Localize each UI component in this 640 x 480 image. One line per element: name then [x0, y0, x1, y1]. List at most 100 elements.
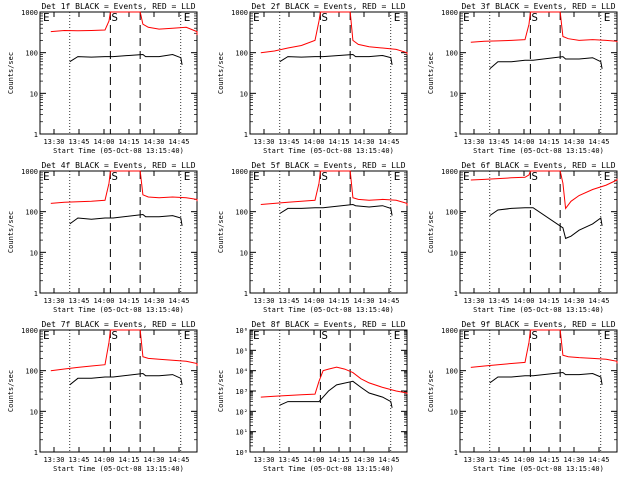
- panel-det-2: Det 2f BLACK = Events, RED = LLD 1 10 100 10…: [217, 2, 408, 155]
- x-tick-label: 13:45: [488, 456, 509, 464]
- y-tick-label: 1000: [441, 327, 458, 335]
- panel-det-5: Det 5f BLACK = Events, RED = LLD 1 10 100 10…: [217, 161, 408, 314]
- event-marker: E: [604, 11, 611, 24]
- event-marker: E: [253, 170, 260, 183]
- y-tick-label: 100: [25, 50, 38, 58]
- x-tick-label: 14:00: [513, 297, 534, 305]
- y-tick-label: 1: [454, 131, 458, 139]
- series-line-lld: [50, 170, 198, 204]
- panel-det-7: Det 7f BLACK = Events, RED = LLD 1 10 100 10…: [7, 320, 198, 473]
- x-tick-label: 14:15: [118, 456, 139, 464]
- y-axis-label: Counts/sec: [427, 52, 435, 94]
- x-tick-label: 14:30: [143, 456, 164, 464]
- x-tick-label: 14:15: [538, 456, 559, 464]
- series-line-events: [69, 53, 183, 65]
- y-tick-label: 1000: [441, 168, 458, 176]
- y-tick-label: 1000: [231, 168, 248, 176]
- event-marker: E: [253, 329, 260, 342]
- x-tick-label: 14:30: [353, 297, 374, 305]
- y-tick-label: 1000: [21, 168, 38, 176]
- x-tick-label: 13:45: [68, 138, 89, 146]
- panel-title: Det 5f BLACK = Events, RED = LLD: [251, 161, 405, 170]
- panel-title: Det 3f BLACK = Events, RED = LLD: [461, 2, 615, 11]
- y-tick-label: 100: [235, 50, 248, 58]
- y-axis-label: Counts/sec: [7, 52, 15, 94]
- series-line-events: [489, 371, 603, 385]
- event-marker: S: [531, 11, 538, 24]
- y-tick-label: 10: [30, 249, 38, 257]
- panel-title: Det 8f BLACK = Events, RED = LLD: [251, 320, 405, 329]
- x-tick-label: 14:30: [563, 456, 584, 464]
- x-tick-label: 13:30: [253, 297, 274, 305]
- y-axis-label: Counts/sec: [427, 211, 435, 253]
- event-marker: S: [111, 170, 118, 183]
- event-marker: E: [184, 11, 191, 24]
- x-tick-label: 14:15: [118, 138, 139, 146]
- x-tick-label: 13:45: [488, 297, 509, 305]
- y-tick-label: 1000: [21, 9, 38, 17]
- y-axis-label: Counts/sec: [7, 211, 15, 253]
- x-tick-label: 13:45: [68, 297, 89, 305]
- y-axis-label: Counts/sec: [7, 370, 15, 412]
- x-axis-label: Start Time (05-Oct-08 13:15:40): [263, 465, 394, 473]
- x-tick-label: 14:00: [513, 138, 534, 146]
- x-tick-label: 13:30: [43, 456, 64, 464]
- plot-frame: [459, 329, 618, 453]
- event-marker: E: [394, 170, 401, 183]
- event-marker: E: [253, 11, 260, 24]
- y-tick-label: 1: [34, 290, 38, 298]
- y-tick-label: 1: [244, 290, 248, 298]
- y-axis-label: Counts/sec: [217, 370, 225, 412]
- y-axis-label: Counts/sec: [217, 52, 225, 94]
- y-tick-label: 100: [235, 209, 248, 217]
- y-tick-label: 10: [30, 408, 38, 416]
- event-marker: S: [111, 11, 118, 24]
- series-line-events: [489, 207, 603, 240]
- x-tick-label: 14:45: [168, 138, 189, 146]
- series-line-lld: [260, 366, 408, 398]
- series-line-events: [489, 56, 603, 70]
- x-tick-label: 14:00: [303, 138, 324, 146]
- x-tick-label: 13:45: [488, 138, 509, 146]
- x-tick-label: 14:00: [303, 297, 324, 305]
- x-tick-label: 14:00: [303, 456, 324, 464]
- x-tick-label: 13:30: [463, 297, 484, 305]
- x-tick-label: 14:45: [588, 297, 609, 305]
- panel-det-4: Det 4f BLACK = Events, RED = LLD 1 10 100 10…: [7, 161, 198, 314]
- y-tick-label: 100: [25, 209, 38, 217]
- x-tick-label: 14:45: [378, 297, 399, 305]
- x-tick-label: 13:45: [278, 297, 299, 305]
- y-tick-label: 1: [34, 449, 38, 457]
- event-marker: E: [184, 329, 191, 342]
- y-tick-label: 1: [454, 290, 458, 298]
- event-marker: E: [463, 11, 470, 24]
- x-tick-label: 14:45: [588, 456, 609, 464]
- event-marker: E: [604, 329, 611, 342]
- x-tick-label: 14:30: [143, 297, 164, 305]
- x-tick-label: 13:30: [253, 138, 274, 146]
- series-line-events: [279, 53, 393, 65]
- x-tick-label: 13:30: [463, 138, 484, 146]
- y-tick-label: 10¹: [235, 429, 248, 437]
- x-axis-label: Start Time (05-Oct-08 13:15:40): [53, 306, 184, 314]
- y-tick-label: 10: [450, 90, 458, 98]
- x-tick-label: 14:15: [538, 297, 559, 305]
- x-axis-label: Start Time (05-Oct-08 13:15:40): [53, 147, 184, 155]
- y-tick-label: 100: [25, 368, 38, 376]
- y-tick-label: 10: [450, 408, 458, 416]
- x-tick-label: 14:15: [118, 297, 139, 305]
- x-tick-label: 14:45: [378, 138, 399, 146]
- event-marker: S: [321, 11, 328, 24]
- y-tick-label: 10⁵: [235, 347, 248, 355]
- y-tick-label: 1000: [21, 327, 38, 335]
- x-tick-label: 14:30: [143, 138, 164, 146]
- event-marker: E: [394, 11, 401, 24]
- event-marker: E: [604, 170, 611, 183]
- x-tick-label: 13:45: [278, 138, 299, 146]
- event-marker: E: [43, 170, 50, 183]
- x-tick-label: 14:45: [168, 297, 189, 305]
- event-marker: E: [184, 170, 191, 183]
- y-tick-label: 100: [445, 50, 458, 58]
- series-line-events: [279, 203, 393, 216]
